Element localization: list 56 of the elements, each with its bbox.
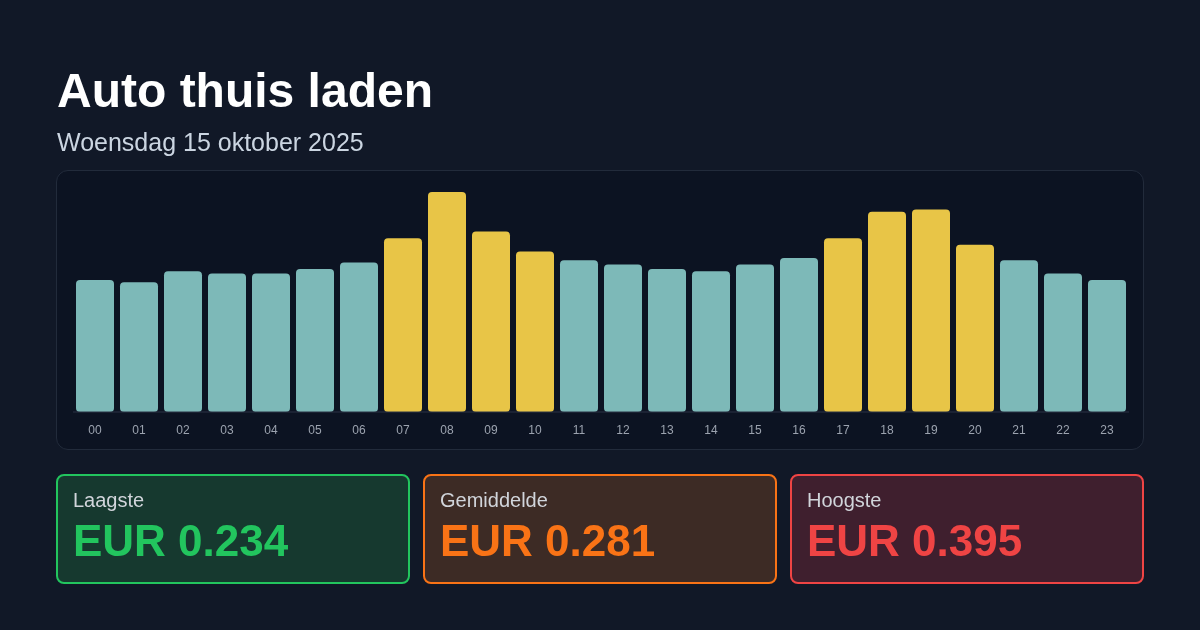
- x-tick-label: 16: [792, 422, 806, 437]
- x-tick-label: 19: [924, 422, 938, 437]
- x-tick-label: 10: [528, 422, 542, 437]
- text: Gemiddelde: [440, 489, 548, 511]
- text: EUR 0.234: [73, 516, 289, 565]
- x-tick-label: 22: [1056, 422, 1070, 437]
- bar: [252, 273, 290, 412]
- x-tick-label: 23: [1100, 422, 1114, 437]
- x-tick-label: 15: [748, 422, 762, 437]
- x-tick-label: 11: [572, 422, 586, 437]
- x-tick-label: 00: [88, 422, 102, 437]
- text: EUR 0.395: [807, 516, 1023, 565]
- x-tick-label: 18: [880, 422, 894, 437]
- x-tick-label: 05: [308, 422, 322, 437]
- x-tick-label: 06: [352, 422, 366, 437]
- x-tick-label: 01: [132, 422, 146, 437]
- x-tick-label: 13: [660, 422, 674, 437]
- x-tick-label: 20: [968, 422, 982, 437]
- bar: [648, 269, 686, 412]
- bar: [384, 238, 422, 412]
- bar: [296, 269, 334, 412]
- x-tick-label: 04: [264, 422, 278, 437]
- chart-title: Auto thuis laden: [57, 64, 433, 117]
- x-tick-label: 02: [176, 422, 190, 437]
- x-tick-label: 12: [616, 422, 630, 437]
- bar: [692, 271, 730, 412]
- text: Laagste: [73, 489, 145, 511]
- bar: [1088, 280, 1126, 412]
- bar: [868, 211, 906, 412]
- bar: [956, 244, 994, 412]
- bar: [824, 238, 862, 412]
- text: Hoogste: [807, 489, 882, 511]
- bar: [736, 264, 774, 412]
- bar: [1000, 260, 1038, 412]
- bar: [340, 262, 378, 412]
- x-tick-label: 08: [440, 422, 454, 437]
- chart-subtitle: Woensdag 15 oktober 2025: [57, 128, 364, 156]
- x-tick-label: 17: [836, 422, 850, 437]
- bar: [120, 282, 158, 412]
- x-tick-label: 07: [396, 422, 410, 437]
- x-tick-label: 09: [484, 422, 498, 437]
- bar: [164, 271, 202, 412]
- bar: [516, 251, 554, 412]
- bar: [428, 192, 466, 412]
- bar: [604, 264, 642, 412]
- bar: [1044, 273, 1082, 412]
- bar: [560, 260, 598, 412]
- bar: [780, 258, 818, 412]
- bar: [912, 209, 950, 412]
- bar: [76, 280, 114, 412]
- bar: [208, 273, 246, 412]
- x-tick-label: 03: [220, 422, 234, 437]
- bar: [472, 231, 510, 412]
- text: EUR 0.281: [440, 516, 656, 565]
- x-tick-label: 21: [1012, 422, 1026, 437]
- x-tick-label: 14: [704, 422, 718, 437]
